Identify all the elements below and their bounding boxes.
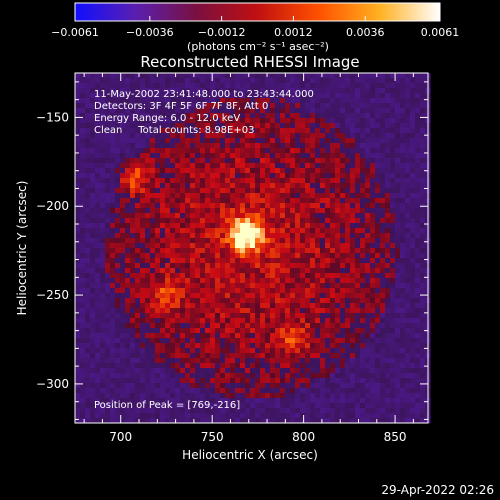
colorbar-unit-label: (photons cm⁻² s⁻¹ asec⁻²) — [187, 40, 329, 53]
colorbar-tick-label: −0.0036 — [126, 26, 174, 39]
x-tick-label: 750 — [201, 430, 224, 444]
annotation-peak-position: Position of Peak = [769,-216] — [94, 400, 240, 411]
x-axis-label: Heliocentric X (arcsec) — [182, 448, 318, 462]
colorbar-tick-label: −0.0012 — [198, 26, 246, 39]
x-tick-label: 700 — [109, 430, 132, 444]
colorbar-tick-label: 0.0061 — [421, 26, 460, 39]
annotation-time-range: 11-May-2002 23:41:48.000 to 23:43:44.000 — [94, 89, 314, 100]
plot-frame — [74, 72, 429, 424]
footer-timestamp: 29-Apr-2022 02:26 — [381, 483, 494, 497]
heatmap-image — [75, 73, 431, 424]
chart-title: Reconstructed RHESSI Image — [140, 53, 359, 71]
y-axis: −150 −200 −250 −300 — [36, 81, 428, 420]
colorbar — [74, 2, 441, 22]
annotation-energy: Energy Range: 6.0 - 12.0 keV — [94, 113, 240, 124]
y-tick-label: −150 — [36, 110, 69, 124]
y-tick-label: −300 — [36, 377, 69, 391]
x-tick-label: 850 — [384, 430, 407, 444]
x-tick-label: 800 — [292, 430, 315, 444]
colorbar-tick-label: −0.0061 — [51, 26, 99, 39]
colorbar-tick-label: 0.0012 — [274, 26, 313, 39]
x-axis: 700 750 800 850 — [83, 73, 414, 444]
y-tick-label: −250 — [36, 288, 69, 302]
colorbar-ticks: −0.0061 −0.0036 −0.0012 0.0012 0.0036 0.0061 — [51, 16, 459, 39]
annotation-detectors: Detectors: 3F 4F 5F 6F 7F 8F, Att 0 — [94, 101, 268, 112]
y-axis-label: Heliocentric Y (arcsec) — [15, 181, 29, 316]
annotation-clean: Clean Total counts: 8.98E+03 — [94, 125, 254, 136]
colorbar-tick-label: 0.0036 — [346, 26, 385, 39]
y-tick-label: −200 — [36, 199, 69, 213]
